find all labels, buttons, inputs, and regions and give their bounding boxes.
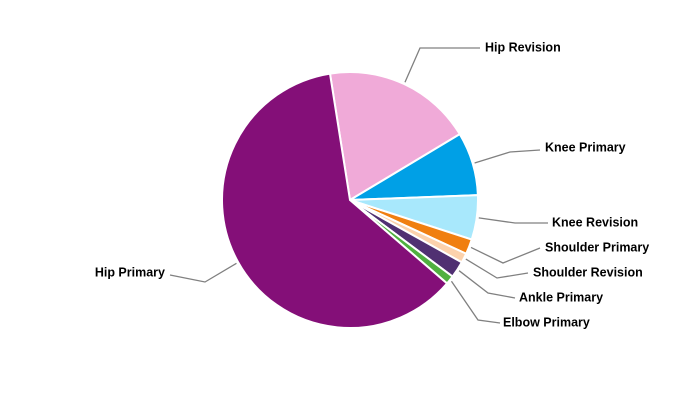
leader-line (404, 47, 480, 83)
slice-label: Knee Revision (552, 215, 638, 229)
leader-line (169, 262, 237, 283)
slice-label: Shoulder Primary (545, 240, 649, 254)
leader-line (458, 270, 516, 299)
leader-line (478, 217, 548, 224)
slice-label: Knee Primary (545, 140, 626, 154)
slice-label: Hip Revision (485, 40, 561, 54)
slice-label: Hip Primary (95, 265, 165, 279)
slice-label: Elbow Primary (503, 315, 590, 329)
pie-slice (328, 71, 462, 202)
leader-line (470, 246, 541, 264)
leader-line (474, 149, 541, 164)
leader-line (450, 280, 501, 324)
slice-label: Shoulder Revision (533, 265, 643, 279)
slice-label: Ankle Primary (519, 290, 603, 304)
leader-line (465, 258, 529, 279)
pie-slice (221, 72, 449, 329)
